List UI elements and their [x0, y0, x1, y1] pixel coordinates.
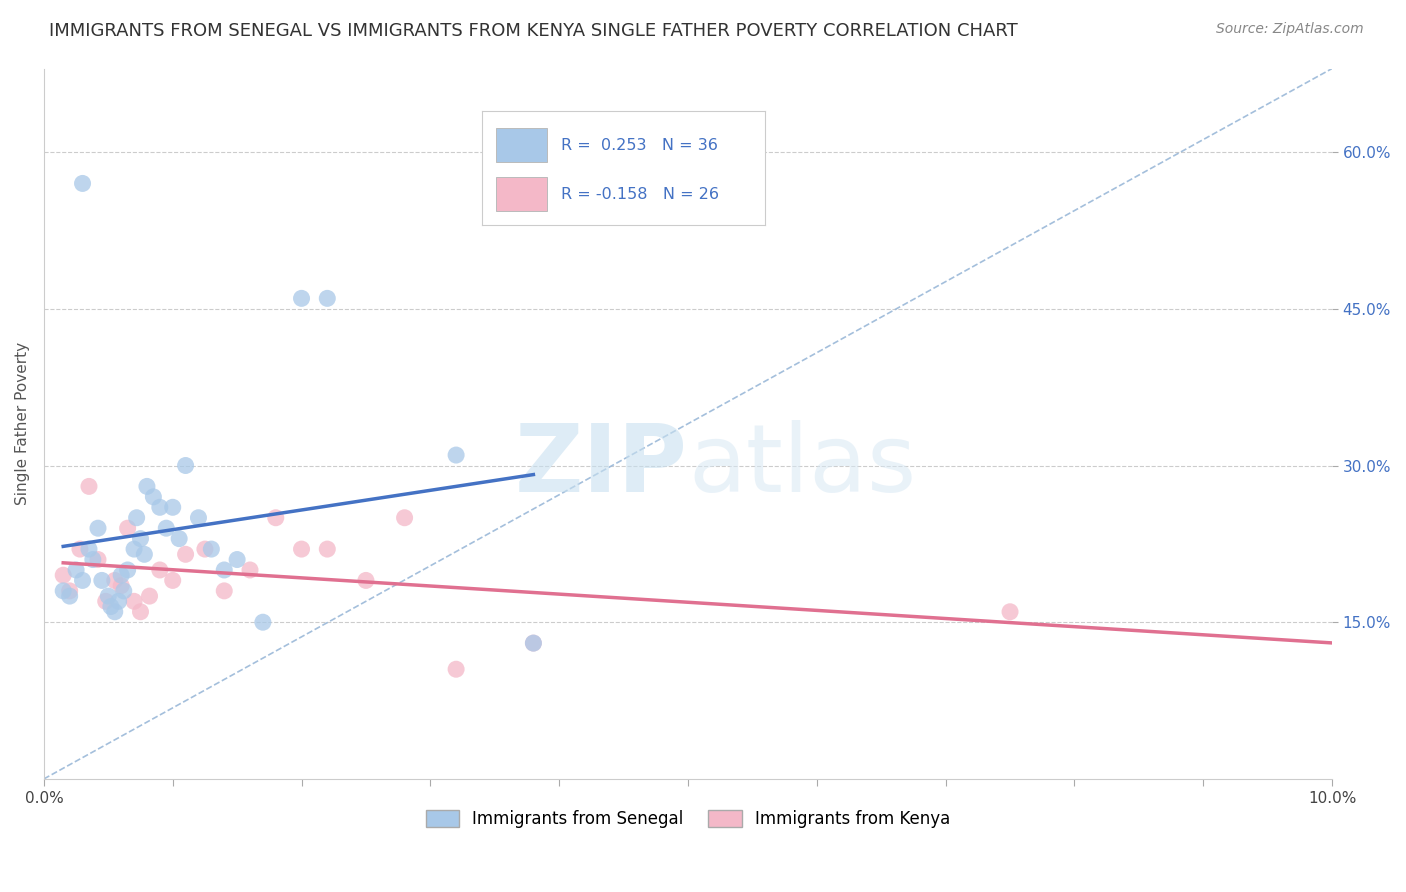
Point: [77, 542, 100, 557]
Point: [212, 583, 235, 598]
Point: [194, 542, 217, 557]
Point: [97, 589, 120, 603]
Point: [522, 636, 544, 650]
Point: [52, 583, 75, 598]
Point: [290, 291, 312, 305]
Point: [87, 552, 110, 566]
Point: [117, 563, 139, 577]
Point: [444, 448, 467, 462]
Point: [72, 574, 94, 588]
Point: [52, 568, 75, 582]
Point: [149, 563, 172, 577]
Point: [354, 574, 377, 588]
Point: [174, 458, 197, 473]
Point: [167, 532, 190, 546]
Point: [94, 594, 117, 608]
Point: [104, 605, 127, 619]
Point: [138, 589, 160, 603]
Point: [129, 605, 152, 619]
Point: [122, 594, 145, 608]
Point: [122, 542, 145, 557]
Point: [316, 291, 339, 305]
Point: [69, 542, 91, 557]
Point: [522, 636, 544, 650]
Point: [149, 500, 172, 515]
Point: [136, 479, 159, 493]
Point: [290, 542, 312, 557]
Y-axis label: Single Father Poverty: Single Father Poverty: [15, 343, 30, 505]
Point: [998, 605, 1021, 619]
Point: [59, 583, 82, 598]
Point: [110, 568, 132, 582]
Point: [100, 599, 122, 614]
Point: [77, 479, 100, 493]
Point: [444, 662, 467, 676]
Text: Source: ZipAtlas.com: Source: ZipAtlas.com: [1216, 22, 1364, 37]
Legend: Immigrants from Senegal, Immigrants from Kenya: Immigrants from Senegal, Immigrants from…: [419, 803, 957, 835]
Point: [117, 521, 139, 535]
Point: [65, 563, 87, 577]
Point: [155, 521, 177, 535]
Point: [107, 594, 129, 608]
Point: [187, 510, 209, 524]
Point: [264, 510, 287, 524]
Point: [134, 547, 156, 561]
Point: [112, 583, 135, 598]
Point: [252, 615, 274, 630]
Point: [82, 552, 104, 566]
Point: [239, 563, 262, 577]
Point: [87, 521, 110, 535]
Point: [125, 510, 148, 524]
Point: [394, 510, 416, 524]
Point: [90, 574, 112, 588]
Point: [226, 552, 249, 566]
Point: [212, 563, 235, 577]
Point: [142, 490, 165, 504]
Text: atlas: atlas: [688, 420, 917, 512]
Text: ZIP: ZIP: [515, 420, 688, 512]
Point: [200, 542, 222, 557]
Point: [104, 574, 127, 588]
Point: [316, 542, 339, 557]
Point: [110, 579, 132, 593]
Point: [162, 574, 184, 588]
Text: IMMIGRANTS FROM SENEGAL VS IMMIGRANTS FROM KENYA SINGLE FATHER POVERTY CORRELATI: IMMIGRANTS FROM SENEGAL VS IMMIGRANTS FR…: [49, 22, 1018, 40]
Point: [72, 177, 94, 191]
Point: [174, 547, 197, 561]
Point: [59, 589, 82, 603]
Point: [162, 500, 184, 515]
Point: [129, 532, 152, 546]
